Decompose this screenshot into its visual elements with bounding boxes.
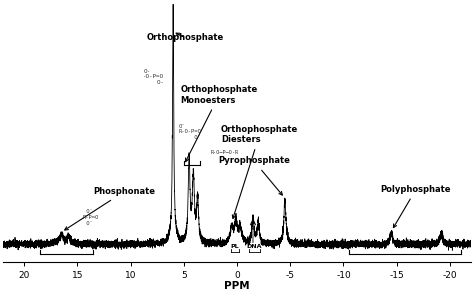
- Text: DNA: DNA: [247, 244, 262, 249]
- Text: Orthophosphate: Orthophosphate: [146, 33, 224, 42]
- Text: O-
-O-P=O
    O-: O- -O-P=O O-: [143, 69, 164, 85]
- Text: R·O─P─O·R: R·O─P─O·R: [210, 150, 238, 155]
- Text: O⁻
R-O-P=O
     O⁻: O⁻ R-O-P=O O⁻: [178, 123, 201, 140]
- Text: Pyrophosphate: Pyrophosphate: [218, 156, 290, 195]
- Text: PL: PL: [230, 244, 238, 249]
- Text: Orthophosphate
Diesters: Orthophosphate Diesters: [221, 125, 298, 218]
- Text: O⁻
R-P=O
 O⁻: O⁻ R-P=O O⁻: [82, 209, 99, 226]
- Text: Orthophosphate
Monoesters: Orthophosphate Monoesters: [181, 85, 258, 162]
- Text: Polyphosphate: Polyphosphate: [381, 185, 451, 228]
- X-axis label: PPM: PPM: [224, 281, 250, 291]
- Text: Phosphonate: Phosphonate: [65, 187, 155, 230]
